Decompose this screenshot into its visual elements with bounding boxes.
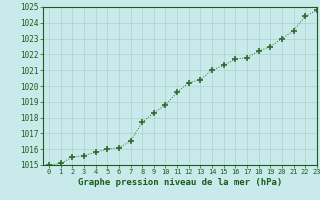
X-axis label: Graphe pression niveau de la mer (hPa): Graphe pression niveau de la mer (hPa) xyxy=(78,178,282,187)
